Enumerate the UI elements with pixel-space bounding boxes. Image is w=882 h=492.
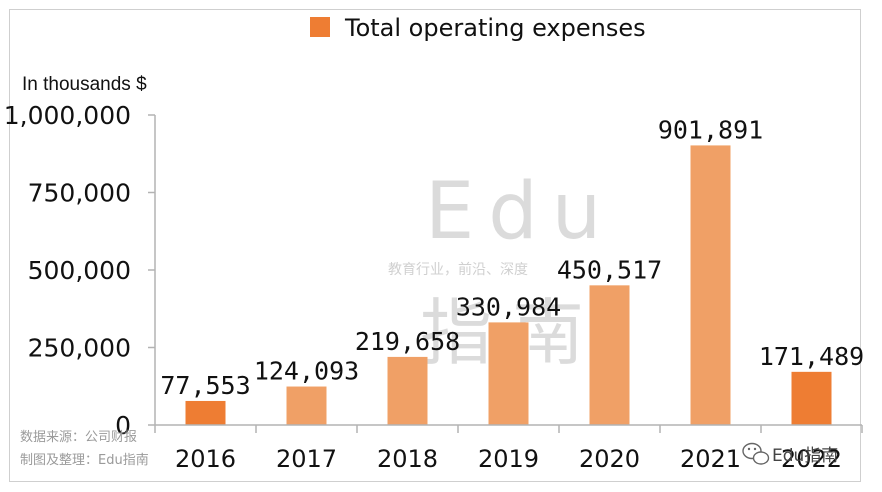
legend-swatch (310, 17, 330, 37)
bar-2022 (791, 371, 832, 425)
x-tick-label-2021: 2021 (680, 445, 741, 473)
brand-label: Edu指南 (772, 446, 838, 466)
y-axis-unit-label: In thousands $ (22, 74, 147, 95)
y-tick-label: 250,000 (28, 334, 131, 363)
source-line-2: 制图及整理：Edu指南 (20, 452, 149, 468)
bar-2017 (286, 386, 327, 425)
wechat-icon (742, 442, 770, 465)
x-axis: 2016 2017 2018 2019 2020 2021 2022 (154, 424, 863, 473)
data-label-2020: 450,517 (557, 255, 662, 284)
data-label-2018: 219,658 (355, 327, 460, 356)
brand-badge: Edu指南 (742, 442, 838, 466)
y-axis: 0 250,000 500,000 750,000 1,000,000 (4, 101, 156, 440)
watermark: Edu 教育行业，前沿、深度 指南 (388, 167, 615, 375)
data-label-2022: 171,489 (759, 342, 864, 371)
data-label-2019: 330,984 (456, 292, 561, 321)
bar-2020 (589, 285, 630, 425)
source-line-1: 数据来源：公司财报 (20, 430, 137, 445)
data-label-2017: 124,093 (254, 357, 359, 386)
x-tick-label-2018: 2018 (377, 445, 438, 473)
y-tick-label: 1,000,000 (4, 101, 131, 130)
y-tick-label: 750,000 (28, 179, 131, 208)
x-tick-label-2016: 2016 (175, 445, 236, 473)
x-tick-label-2022: 2022 (781, 445, 842, 473)
watermark-subtitle: 教育行业，前沿、深度 (388, 261, 528, 278)
x-tick-label-2020: 2020 (579, 445, 640, 473)
watermark-title: Edu (425, 167, 615, 257)
bar-2019 (488, 322, 529, 425)
x-tick-label-2019: 2019 (478, 445, 539, 473)
bar-2021 (690, 145, 731, 425)
bar-2016 (185, 400, 226, 425)
bar-series (185, 145, 832, 425)
bar-2018 (387, 356, 428, 425)
y-tick-label: 0 (115, 411, 131, 440)
y-tick-label: 500,000 (28, 256, 131, 285)
data-label-2016: 77,553 (160, 371, 250, 400)
legend-label: Total operating expenses (344, 14, 646, 42)
data-label-2021: 901,891 (658, 115, 763, 144)
x-tick-label-2017: 2017 (276, 445, 337, 473)
